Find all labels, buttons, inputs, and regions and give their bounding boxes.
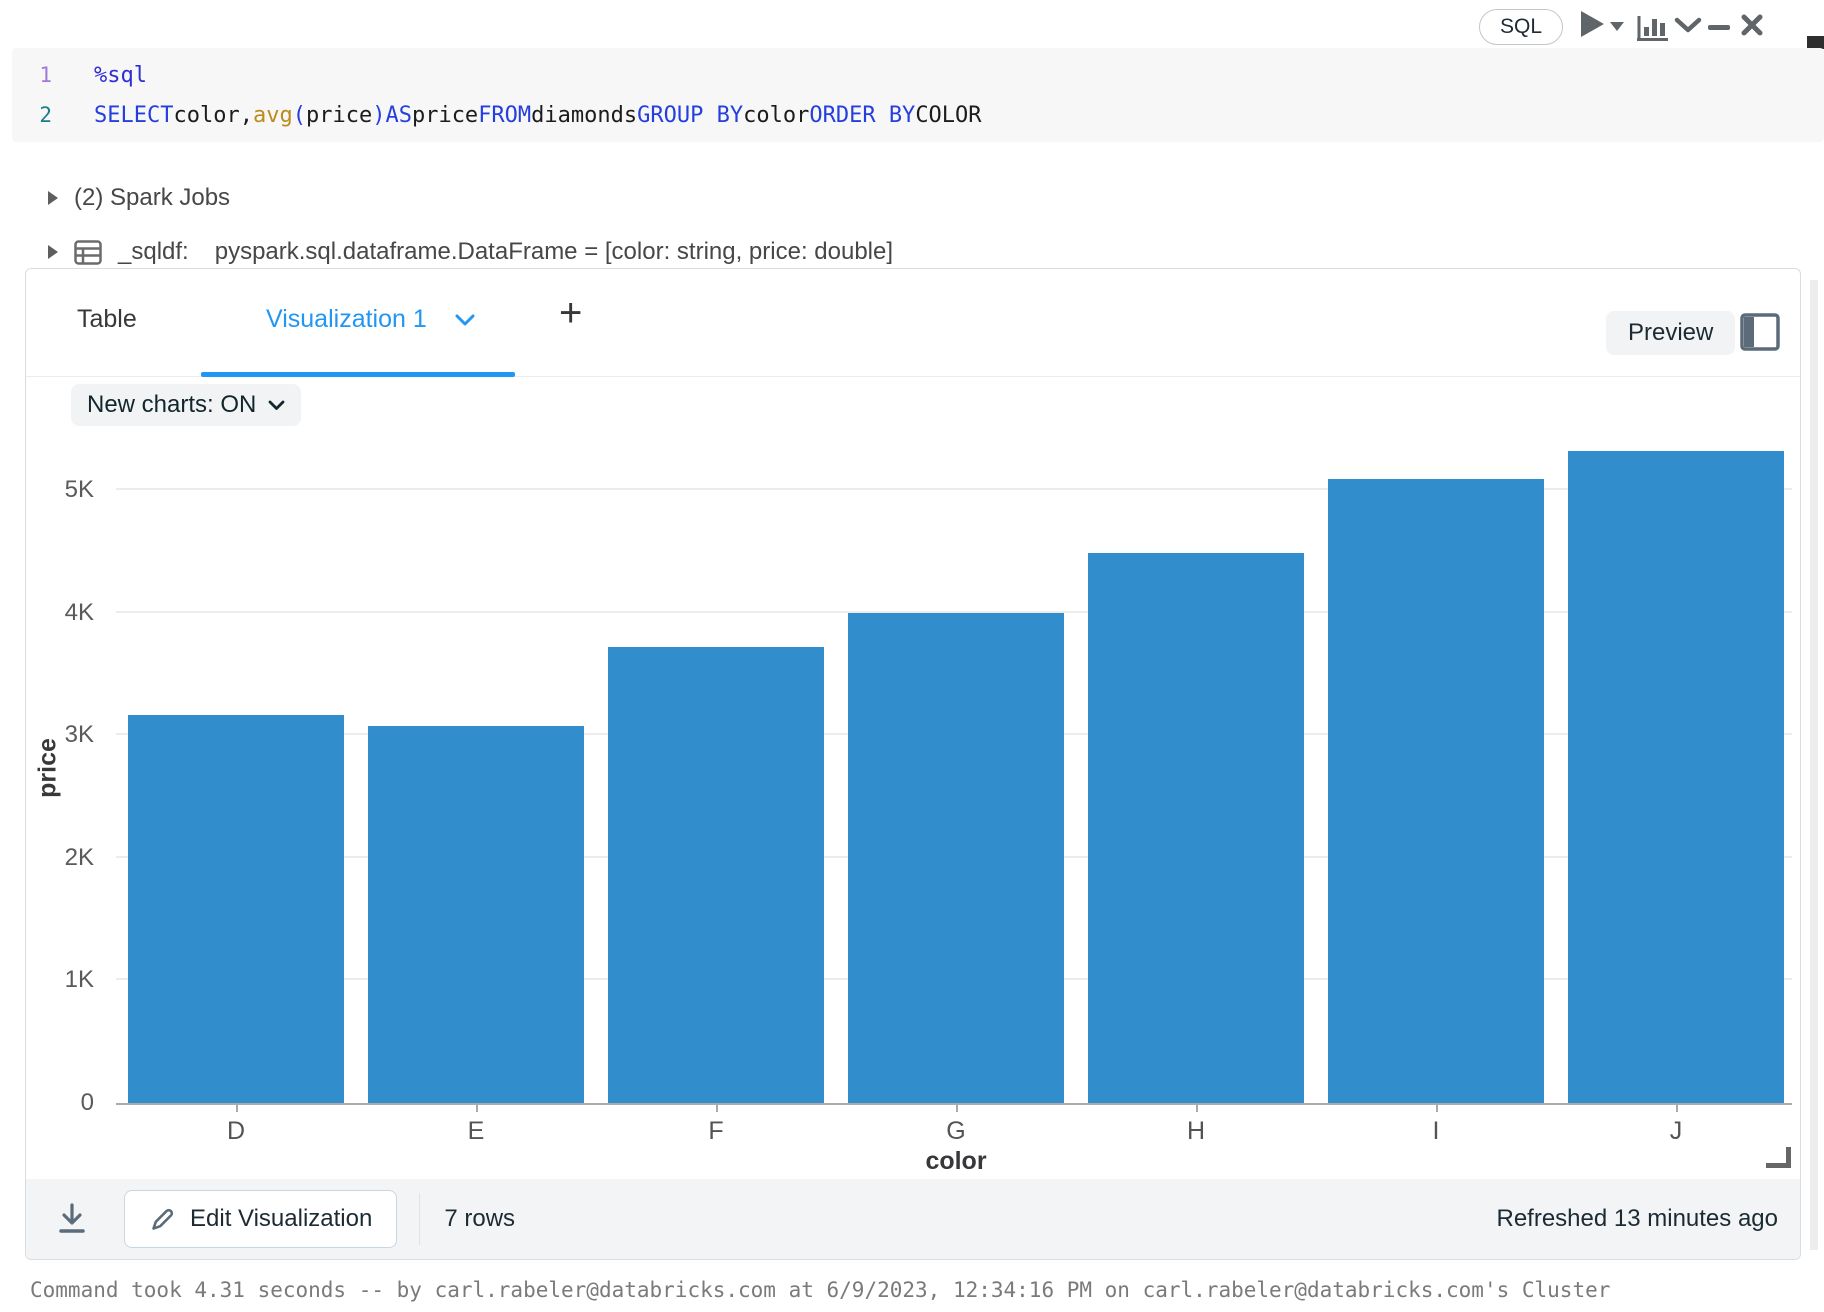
tab-table[interactable]: Table (77, 305, 137, 333)
x-tick (956, 1103, 958, 1112)
code-token: price (411, 102, 479, 128)
gridline (116, 610, 1792, 613)
code-lines[interactable]: 1 %sql 2 SELECT color, avg(price) AS price … (12, 55, 1824, 135)
sqldf-type: pyspark.sql.dataframe.DataFrame = [color… (214, 238, 894, 265)
add-visualization-button[interactable]: + (559, 291, 583, 335)
code-token: FROM (478, 102, 532, 128)
edit-visualization-label: Edit Visualization (190, 1205, 373, 1232)
scrollbar-thumb[interactable] (1807, 36, 1824, 49)
y-tick-label: 1K (64, 966, 94, 994)
sqldf-name: _sqldf: (118, 238, 189, 265)
x-tick-label: H (1186, 1117, 1206, 1145)
code-token: ( (292, 102, 306, 128)
code-token: SELECT (94, 102, 174, 128)
code-token: ) (372, 102, 386, 128)
bar-I (1328, 479, 1544, 1103)
new-charts-chevron-down-icon (268, 400, 285, 410)
code-line[interactable]: 1 %sql (12, 55, 1824, 95)
bar-H (1088, 553, 1304, 1103)
code-token: ORDER BY (809, 102, 916, 128)
edit-visualization-button[interactable]: Edit Visualization (124, 1190, 398, 1248)
plot-area: color 0 1K 2K 3K 4K 5K D E F G H I J (65, 431, 1792, 1175)
download-icon[interactable] (56, 1202, 88, 1236)
language-selector-button[interactable]: SQL (1479, 9, 1563, 45)
side-panel-layout-icon[interactable] (1740, 313, 1780, 351)
tab-visualization-label: Visualization 1 (266, 305, 427, 333)
x-tick-label: I (1432, 1117, 1440, 1145)
x-tick-label: G (946, 1117, 966, 1145)
y-tick-label: 2K (64, 843, 94, 871)
tab-visualization-1[interactable]: Visualization 1 (266, 305, 475, 334)
y-tick-label: 3K (64, 721, 94, 749)
bar-E (368, 725, 584, 1103)
new-charts-label: New charts: ON (87, 391, 257, 418)
y-tick-label: 5K (64, 476, 94, 504)
scrollbar-track (1810, 280, 1818, 1250)
run-dropdown-caret-icon[interactable] (1610, 22, 1624, 31)
y-tick-label: 4K (64, 598, 94, 626)
code-token: price (305, 102, 373, 128)
preview-button[interactable]: Preview (1606, 311, 1736, 355)
code-token: %sql (94, 62, 147, 88)
line-number: 1 (39, 63, 52, 87)
close-icon[interactable] (1740, 13, 1764, 37)
new-charts-toggle[interactable]: New charts: ON (71, 384, 302, 426)
code-token: COLOR (915, 102, 982, 128)
x-tick-label: J (1669, 1117, 1683, 1145)
run-button-icon[interactable] (1581, 11, 1604, 37)
active-tab-underline (201, 372, 515, 377)
x-tick-label: F (708, 1117, 724, 1145)
chart-icon[interactable] (1634, 9, 1670, 45)
x-tick-label: D (226, 1117, 246, 1145)
x-tick (716, 1103, 718, 1112)
x-tick-label: E (467, 1117, 485, 1145)
code-token: AS (385, 102, 412, 128)
pencil-icon (152, 1208, 174, 1230)
results-footer: Edit Visualization 7 rows Refreshed 13 m… (26, 1179, 1800, 1259)
x-axis-title: color (925, 1147, 987, 1175)
visualization-chevron-down-icon[interactable] (455, 314, 475, 326)
x-tick (1436, 1103, 1438, 1112)
expand-triangle-icon[interactable] (48, 245, 58, 259)
results-tabbar: Table Visualization 1 + Preview (26, 269, 1800, 377)
minimize-icon[interactable] (1708, 25, 1730, 30)
x-tick (476, 1103, 478, 1112)
x-tick (1196, 1103, 1198, 1112)
code-editor[interactable]: 1 %sql 2 SELECT color, avg(price) AS price … (12, 48, 1824, 142)
command-status-line: Command took 4.31 seconds -- by carl.rab… (30, 1278, 1611, 1302)
bar-D (128, 714, 344, 1103)
chart-resize-handle[interactable] (1766, 1147, 1791, 1168)
footer-divider (419, 1193, 421, 1245)
sqldf-row[interactable]: _sqldf: pyspark.sql.dataframe.DataFrame … (48, 238, 893, 266)
bar-G (848, 612, 1064, 1103)
results-panel: Table Visualization 1 + Preview New char… (25, 268, 1801, 1260)
code-token: avg (252, 102, 293, 128)
dataframe-table-icon (74, 239, 102, 265)
spark-jobs-row[interactable]: (2) Spark Jobs (48, 184, 230, 212)
code-token: color (743, 102, 810, 128)
code-token: GROUP BY (637, 102, 744, 128)
expand-triangle-icon[interactable] (48, 191, 58, 205)
row-count: 7 rows (444, 1205, 516, 1232)
code-line[interactable]: 2 SELECT color, avg(price) AS price FROM … (12, 95, 1824, 135)
code-token: diamonds (531, 102, 638, 128)
code-token: color, (173, 102, 253, 128)
gridline (116, 488, 1792, 491)
x-tick (236, 1103, 238, 1112)
line-number: 2 (39, 103, 52, 127)
y-tick-label: 0 (80, 1089, 94, 1116)
refreshed-status: Refreshed 13 minutes ago (1496, 1205, 1778, 1232)
spark-jobs-label: (2) Spark Jobs (74, 184, 231, 211)
bar-F (608, 646, 824, 1103)
collapse-chevron-down-icon[interactable] (1674, 17, 1702, 33)
x-tick (1676, 1103, 1678, 1112)
bar-J (1568, 450, 1784, 1103)
